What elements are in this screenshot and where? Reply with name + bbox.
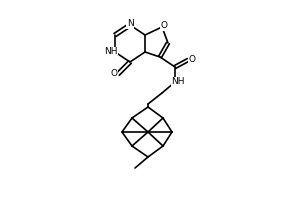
Text: O: O (110, 70, 118, 78)
Text: O: O (160, 21, 167, 30)
Text: NH: NH (171, 77, 185, 86)
Text: N: N (127, 20, 134, 28)
Text: O: O (188, 55, 196, 64)
Text: NH: NH (104, 47, 118, 56)
